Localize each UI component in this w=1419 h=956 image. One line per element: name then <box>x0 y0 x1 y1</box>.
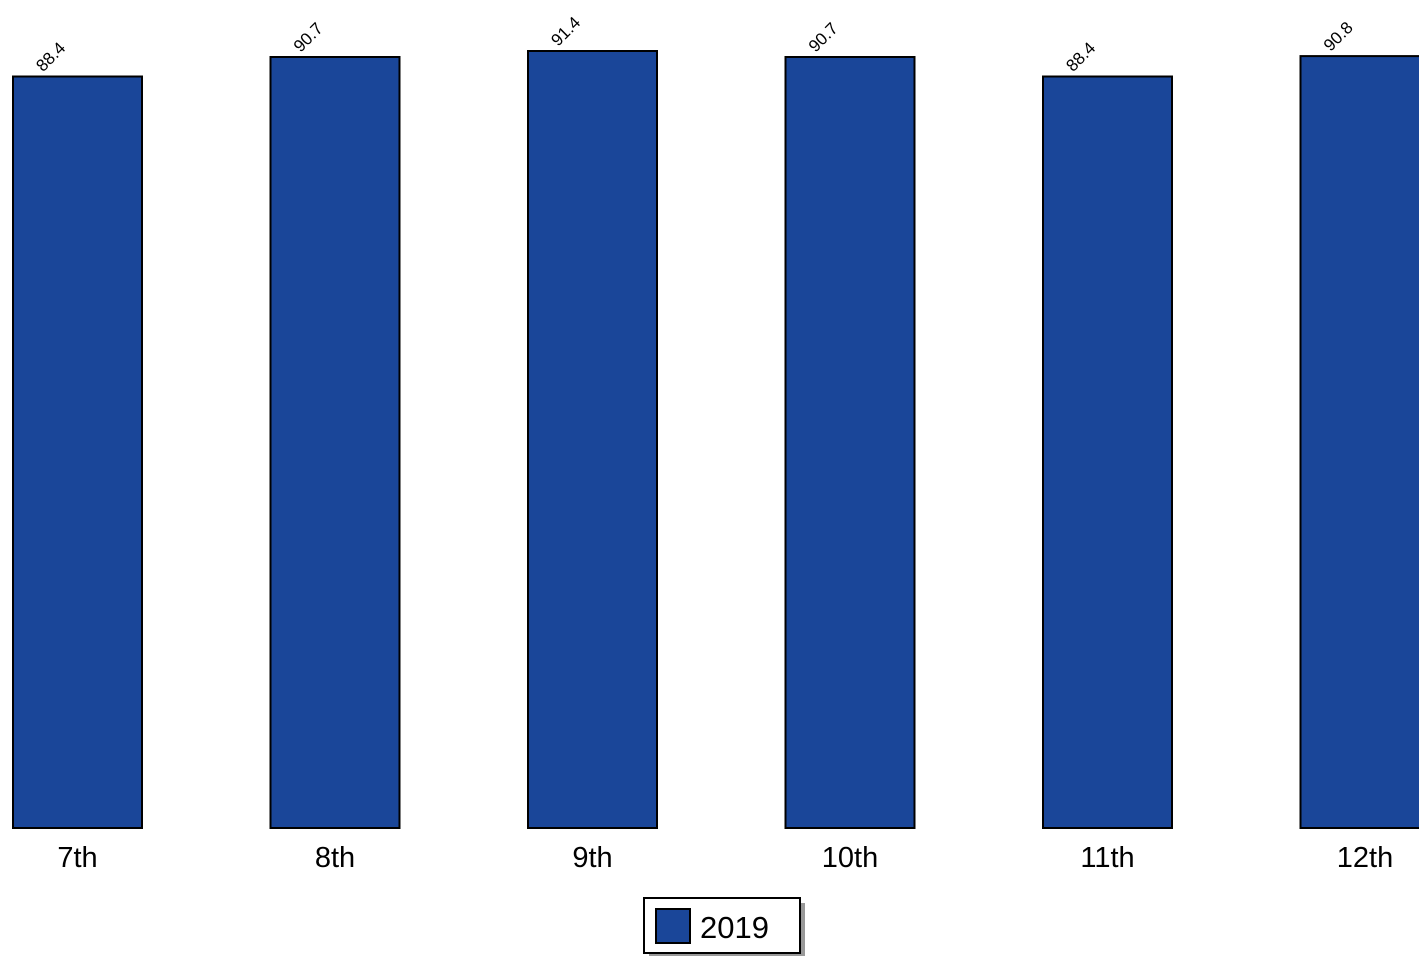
legend: 2019 <box>643 897 805 956</box>
bars-layer <box>12 50 1419 830</box>
bar-7th <box>12 75 143 829</box>
data-label-11th: 88.4 <box>1062 38 1099 75</box>
legend-swatch-2019 <box>655 908 691 944</box>
data-label-10th: 90.7 <box>805 19 842 56</box>
x-tick-11th: 11th <box>1080 842 1134 874</box>
data-label-9th: 91.4 <box>547 13 584 50</box>
x-tick-10th: 10th <box>822 842 878 874</box>
bar-11th <box>1042 75 1173 829</box>
x-tick-8th: 8th <box>315 842 355 874</box>
x-tick-9th: 9th <box>572 842 612 874</box>
x-tick-labels: 7th 8th 9th 10th 11th 12th <box>57 842 1393 874</box>
data-label-12th: 90.8 <box>1320 18 1357 55</box>
data-labels-layer: 88.4 90.7 91.4 90.7 88.4 90.8 <box>32 13 1356 75</box>
bar-9th <box>527 50 658 829</box>
data-label-7th: 88.4 <box>32 38 69 75</box>
x-tick-12th: 12th <box>1337 842 1393 874</box>
data-label-8th: 90.7 <box>290 19 327 56</box>
bar-12th <box>1299 55 1419 830</box>
bar-10th <box>784 56 916 829</box>
legend-label-2019: 2019 <box>700 910 769 945</box>
x-tick-7th: 7th <box>57 842 97 874</box>
bar-8th <box>269 56 401 829</box>
